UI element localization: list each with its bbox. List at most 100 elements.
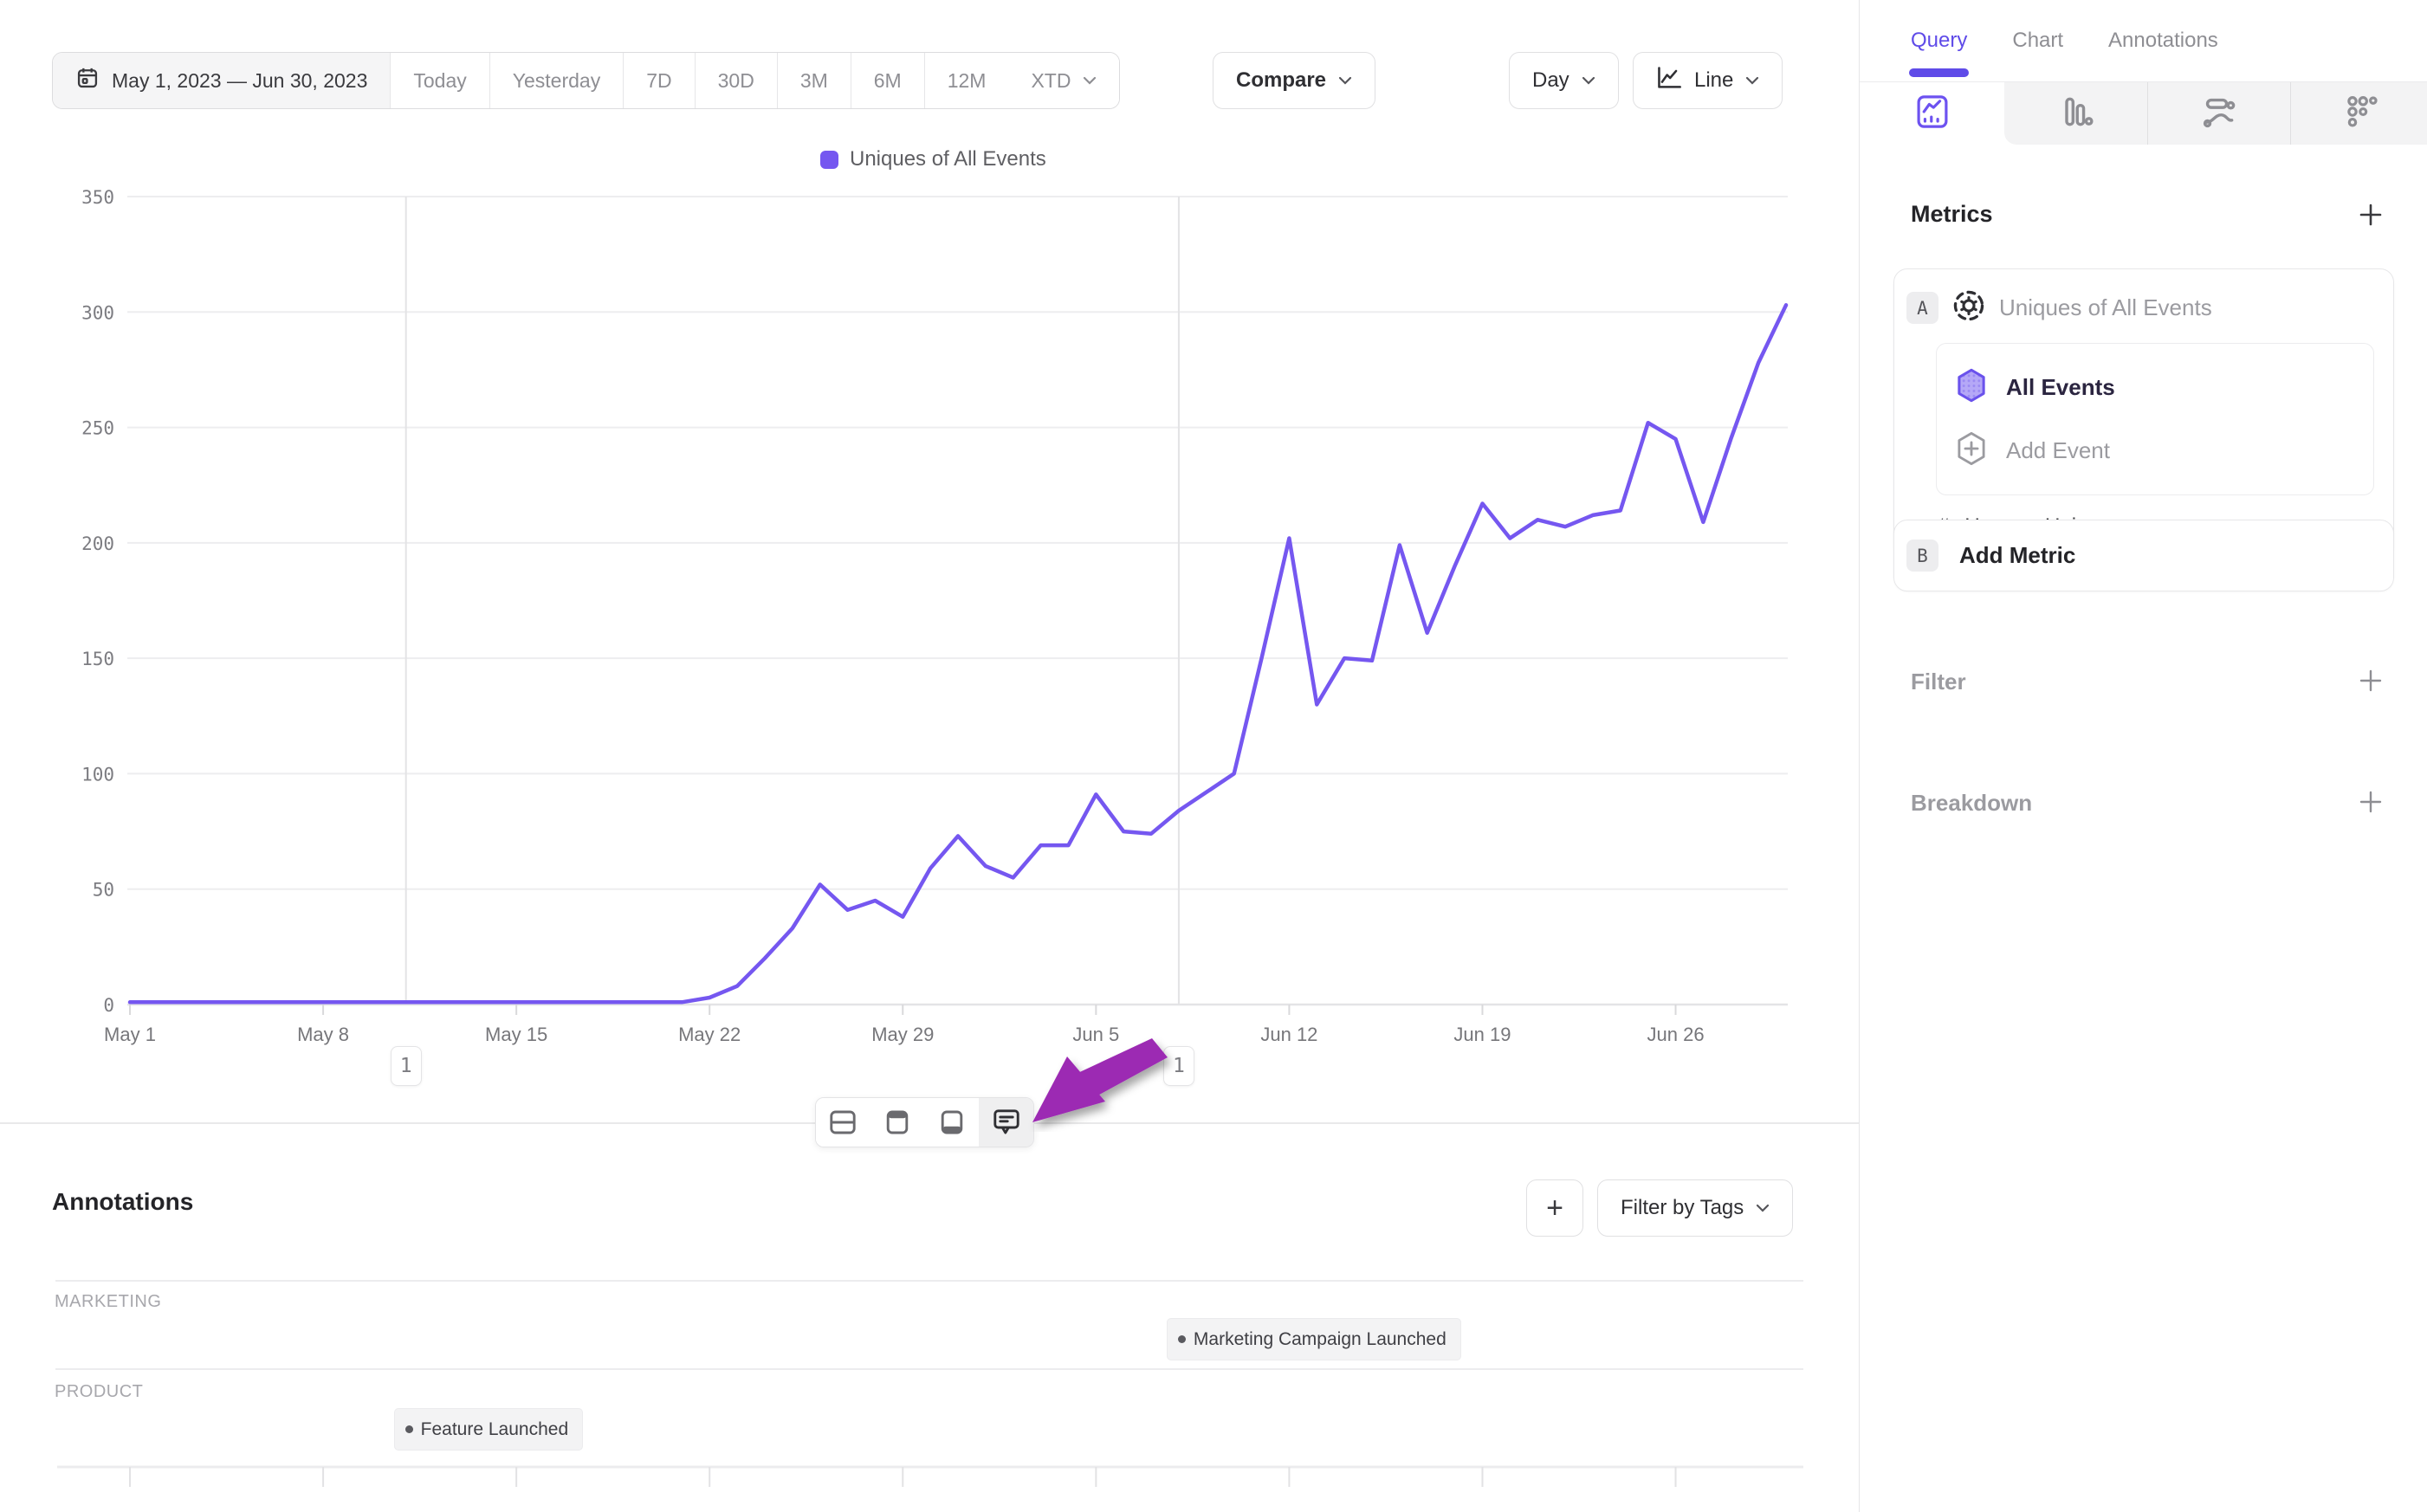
chart-type-label: Line [1694,68,1734,92]
filter-by-tags-button[interactable]: Filter by Tags [1597,1179,1794,1237]
legend-label: Uniques of All Events [850,147,1046,171]
annotations-row-divider [55,1280,1803,1282]
divider [2147,82,2148,145]
divider [2290,82,2291,145]
chart-type-bar[interactable] [2004,82,2147,145]
date-range-label: May 1, 2023 — Jun 30, 2023 [112,68,368,92]
chart-type-dropdown[interactable]: Line [1633,52,1783,109]
svg-text:May 22: May 22 [678,1024,741,1045]
add-metric-plus-button[interactable] [2355,199,2386,230]
tab-query[interactable]: Query [1908,0,1970,82]
metric-a-badge: A [1906,292,1938,324]
annotation-dot-icon [404,1425,413,1433]
add-event-hexagon-icon [1956,431,1987,470]
filter-heading: Filter [1911,669,1966,695]
sidebar-tabs: Query Chart Annotations [1860,0,2427,82]
chevron-down-icon [1338,76,1352,85]
svg-text:Jun 26: Jun 26 [1647,1024,1705,1045]
chart-type-switcher [1860,82,2427,145]
main-area: May 1, 2023 — Jun 30, 2023 Today Yesterda… [0,52,1859,1487]
granularity-dropdown[interactable]: Day [1509,52,1619,109]
preset-7d[interactable]: 7D [624,53,696,108]
preset-xtd-dropdown[interactable]: XTD [1008,53,1120,108]
chart-type-flow[interactable] [2147,82,2290,145]
split-horizontal-icon [827,1108,858,1136]
xtd-label: XTD [1031,68,1071,92]
annotation-count-badge[interactable]: 1 [1162,1046,1194,1086]
chart-type-retention[interactable] [2290,82,2427,145]
bar-chart-icon [2058,93,2094,135]
annotations-panel-title: Annotations [52,1188,194,1215]
metric-b-badge: B [1906,540,1938,572]
line-chart-icon [1656,66,1682,96]
annotation-chip-product[interactable]: Feature Launched [393,1408,584,1451]
flow-icon [2200,93,2238,135]
top-toolbar: May 1, 2023 — Jun 30, 2023 Today Yesterda… [0,52,1859,109]
preset-12m[interactable]: 12M [924,53,1009,108]
annotation-group-product: PRODUCT [55,1382,144,1401]
add-annotation-button[interactable]: + [1526,1179,1583,1237]
svg-text:May 15: May 15 [485,1024,547,1045]
annotation-chip-marketing[interactable]: Marketing Campaign Launched [1166,1318,1461,1360]
preset-3m[interactable]: 3M [777,53,851,108]
annotation-bubble-icon [991,1107,1022,1138]
add-event-label: Add Event [2006,437,2110,463]
panel-bottom-icon [936,1108,968,1136]
svg-text:0: 0 [103,995,114,1016]
svg-text:May 8: May 8 [297,1024,349,1045]
preset-yesterday[interactable]: Yesterday [489,53,625,108]
line-chart: 0 50 100 150 200 250 300 350 May 1 May 8 May 15 May… [57,187,1803,1487]
add-filter-button[interactable] [2355,665,2386,696]
svg-text:Jun 19: Jun 19 [1453,1024,1511,1045]
tab-annotations[interactable]: Annotations [2108,29,2218,52]
layout-toolbar [815,1097,1034,1147]
panel-top-button[interactable] [870,1098,925,1147]
add-breakdown-button[interactable] [2355,786,2386,817]
add-metric-row[interactable]: B Add Metric [1894,520,2393,591]
metric-a-name: Uniques of All Events [1999,294,2212,320]
chart-type-insights-active[interactable] [1861,82,2003,145]
svg-text:Jun 12: Jun 12 [1260,1024,1317,1045]
event-hexagon-icon [1956,368,1987,407]
svg-text:Jun 5: Jun 5 [1072,1024,1119,1045]
event-row-all-events[interactable]: All Events [1937,356,2373,419]
metrics-heading: Metrics [1911,201,1993,227]
panel-bottom-button[interactable] [924,1098,980,1147]
preset-30d[interactable]: 30D [695,53,778,108]
query-sidebar: Query Chart Annotations [1859,0,2427,1512]
chevron-down-icon [1756,1204,1770,1212]
metric-card-b[interactable]: B Add Metric [1893,520,2394,591]
preset-6m[interactable]: 6M [851,53,925,108]
svg-text:150: 150 [81,649,114,669]
svg-text:300: 300 [81,302,114,323]
date-range-button[interactable]: May 1, 2023 — Jun 30, 2023 [53,53,392,108]
event-list-card: All Events Add Event [1936,343,2374,495]
tab-chart[interactable]: Chart [2012,29,2064,52]
chevron-down-icon [1745,76,1759,85]
all-events-label: All Events [2006,374,2115,400]
add-event-row[interactable]: Add Event [1937,419,2373,482]
svg-text:250: 250 [81,418,114,439]
split-horizontal-button[interactable] [816,1098,870,1147]
svg-text:May 1: May 1 [104,1024,156,1045]
annotations-toggle-button[interactable] [979,1098,1033,1147]
date-range-group: May 1, 2023 — Jun 30, 2023 Today Yesterda… [52,52,1121,109]
date-presets: Today Yesterday 7D 30D 3M 6M 12M [391,53,1009,108]
filter-by-tags-label: Filter by Tags [1621,1196,1744,1219]
svg-text:May 29: May 29 [871,1024,934,1045]
chevron-down-icon [1083,76,1097,85]
compare-button[interactable]: Compare [1213,52,1376,109]
svg-text:50: 50 [93,880,114,901]
annotation-count-badge[interactable]: 1 [390,1046,422,1086]
metric-a-header[interactable]: A Uniques of All Events [1894,269,2393,327]
insights-line-icon [1914,93,1951,135]
preset-today[interactable]: Today [391,53,490,108]
annotations-row-divider [55,1368,1803,1370]
add-metric-label: Add Metric [1959,542,2076,568]
calendar-icon [75,66,100,95]
pointer-arrow-overlay [1032,1038,1168,1122]
event-gear-icon [1951,288,1986,327]
panel-top-icon [882,1108,913,1136]
chart-legend: Uniques of All Events [820,147,1046,171]
